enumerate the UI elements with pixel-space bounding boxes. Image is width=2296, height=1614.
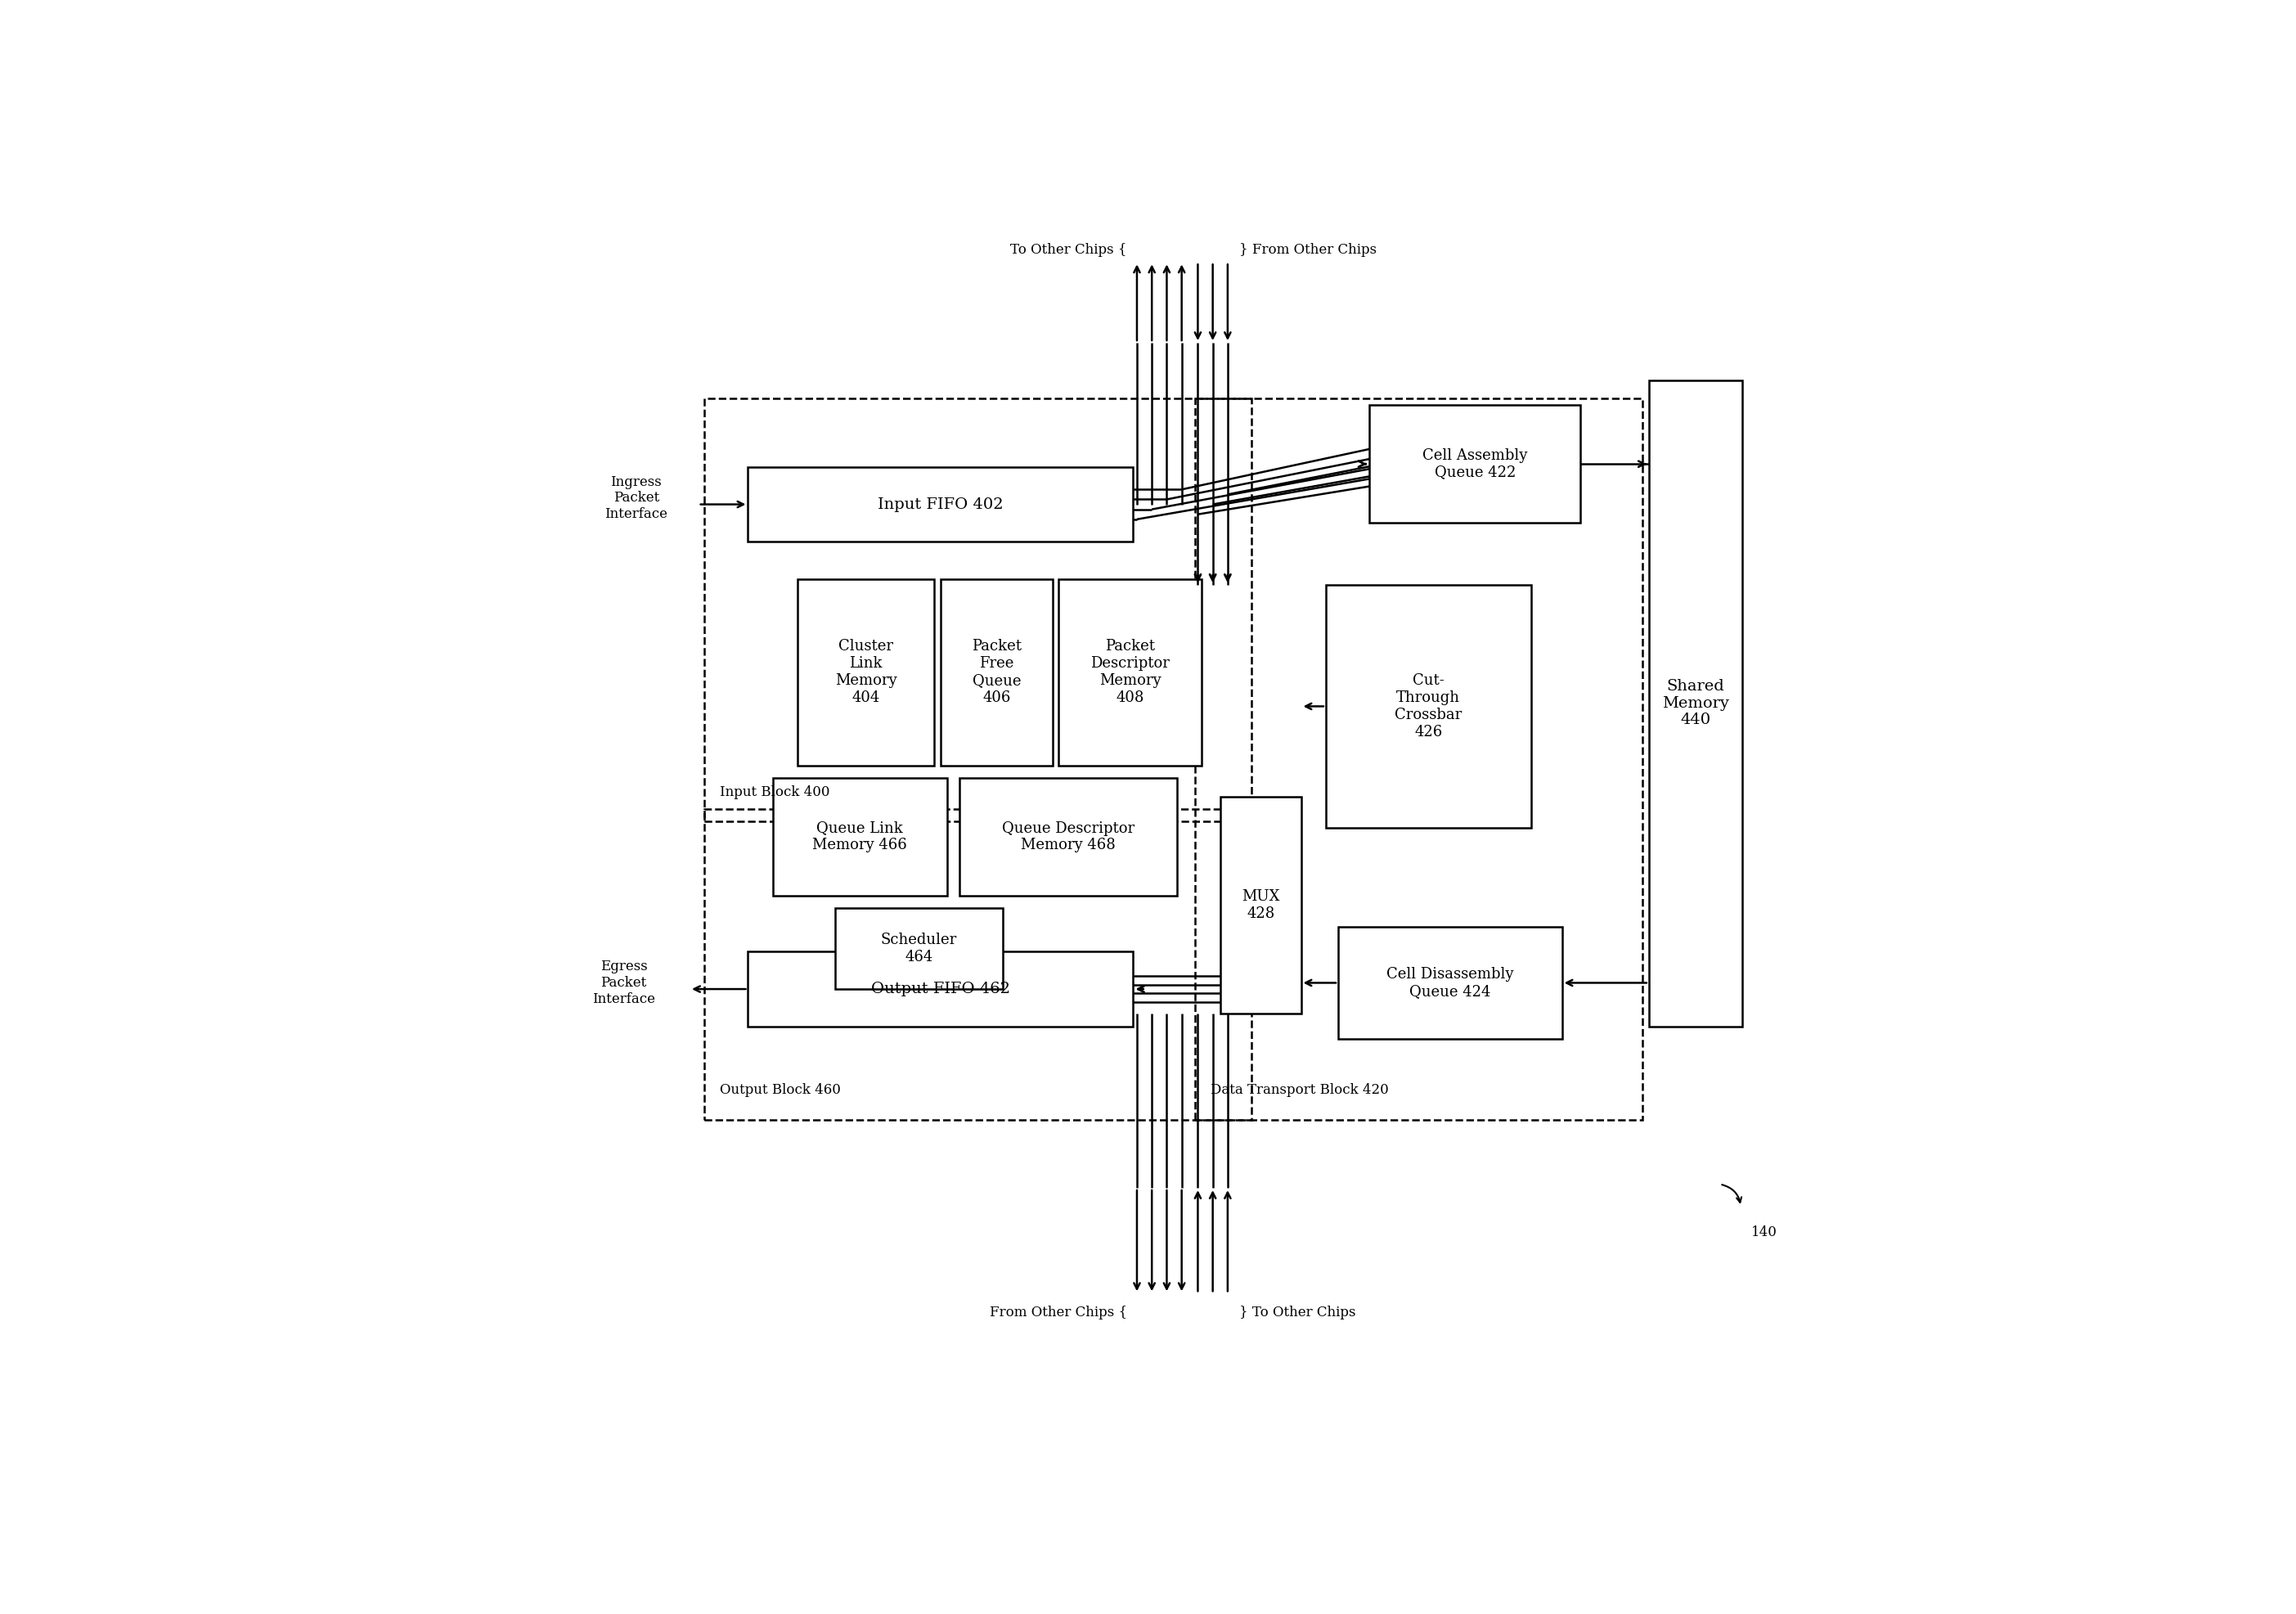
Text: Cell Assembly
Queue 422: Cell Assembly Queue 422	[1424, 449, 1527, 479]
Text: Shared
Memory
440: Shared Memory 440	[1662, 679, 1729, 728]
Text: From Other Chips {: From Other Chips {	[990, 1306, 1127, 1319]
Text: Egress
Packet
Interface: Egress Packet Interface	[592, 960, 654, 1006]
Text: } From Other Chips: } From Other Chips	[1240, 242, 1375, 257]
Text: Scheduler
464: Scheduler 464	[882, 933, 957, 965]
Text: Cut-
Through
Crossbar
426: Cut- Through Crossbar 426	[1394, 673, 1463, 739]
Text: To Other Chips {: To Other Chips {	[1010, 242, 1127, 257]
Text: Packet
Descriptor
Memory
408: Packet Descriptor Memory 408	[1091, 639, 1169, 705]
FancyBboxPatch shape	[1058, 579, 1201, 765]
FancyBboxPatch shape	[1339, 926, 1561, 1039]
Text: Ingress
Packet
Interface: Ingress Packet Interface	[604, 475, 668, 521]
Text: } To Other Chips: } To Other Chips	[1240, 1306, 1355, 1319]
Text: Cell Disassembly
Queue 424: Cell Disassembly Queue 424	[1387, 967, 1513, 999]
FancyBboxPatch shape	[1368, 405, 1580, 523]
Text: Data Transport Block 420: Data Transport Block 420	[1210, 1083, 1389, 1098]
FancyBboxPatch shape	[1219, 796, 1302, 1014]
Text: Input FIFO 402: Input FIFO 402	[877, 497, 1003, 512]
Text: Packet
Free
Queue
406: Packet Free Queue 406	[971, 639, 1022, 705]
Text: Input Block 400: Input Block 400	[719, 784, 829, 799]
Text: Queue Descriptor
Memory 468: Queue Descriptor Memory 468	[1001, 822, 1134, 852]
FancyBboxPatch shape	[836, 909, 1003, 989]
FancyBboxPatch shape	[797, 579, 934, 765]
FancyBboxPatch shape	[1325, 586, 1531, 828]
FancyBboxPatch shape	[941, 579, 1052, 765]
FancyBboxPatch shape	[748, 952, 1134, 1027]
Text: Queue Link
Memory 466: Queue Link Memory 466	[813, 822, 907, 852]
FancyBboxPatch shape	[774, 778, 946, 896]
FancyBboxPatch shape	[960, 778, 1178, 896]
Text: 140: 140	[1752, 1225, 1777, 1240]
Text: Output Block 460: Output Block 460	[719, 1083, 840, 1098]
FancyBboxPatch shape	[1649, 379, 1743, 1027]
Text: Cluster
Link
Memory
404: Cluster Link Memory 404	[836, 639, 898, 705]
Text: MUX
428: MUX 428	[1242, 889, 1279, 922]
FancyBboxPatch shape	[748, 466, 1134, 542]
Text: Output FIFO 462: Output FIFO 462	[870, 981, 1010, 996]
